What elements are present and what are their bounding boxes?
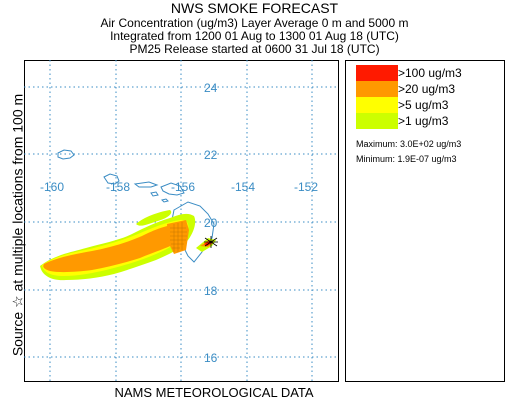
legend-maximum: Maximum: 3.0E+02 ug/m3 [356,139,462,149]
lon-label-154: -154 [231,180,255,194]
lat-label-24: 24 [204,81,218,95]
meteorological-data-label: NAMS METEOROLOGICAL DATA [114,385,314,400]
lon-label-160: -160 [40,180,64,194]
subtitle-release: PM25 Release started at 0600 31 Jul 18 (… [129,42,380,56]
legend-label-gt-100: >100 ug/m3 [398,66,462,80]
kauai-island [57,149,75,160]
smoke-map: 24 22 20 18 16 -160 -158 -156 -154 -152 [24,60,339,382]
legend-label-gt-1: >1 ug/m3 [398,114,449,128]
subtitle-concentration: Air Concentration (ug/m3) Layer Average … [100,16,409,30]
legend-minimum: Minimum: 1.9E-07 ug/m3 [356,154,457,164]
legend-swatch-gt-1 [356,113,398,129]
lat-label-22: 22 [204,148,218,162]
kahoolawe-island [161,198,169,203]
forecast-title: NWS SMOKE FORECAST [170,0,339,16]
legend-swatch-gt-20 [356,81,398,97]
molokai-island [133,181,159,188]
maui-island [160,182,185,196]
lat-label-18: 18 [204,284,218,298]
subtitle-integration: Integrated from 1200 01 Aug to 1300 01 A… [110,29,399,43]
legend-swatch-gt-5 [356,97,398,113]
lat-label-16: 16 [204,351,218,365]
legend-label-gt-20: >20 ug/m3 [398,82,456,96]
plume-core-hatch [170,222,187,252]
legend-label-gt-5: >5 ug/m3 [398,98,449,112]
lat-label-20: 20 [204,216,218,230]
legend-panel: >100 ug/m3 >20 ug/m3 >5 ug/m3 >1 ug/m3 M… [345,60,505,382]
lanai-island [150,191,159,197]
oahu-island [103,173,120,185]
source-star-icon [204,236,218,248]
lon-label-156: -156 [171,180,195,194]
lon-label-152: -152 [294,180,318,194]
legend-swatch-gt-100 [356,65,398,81]
